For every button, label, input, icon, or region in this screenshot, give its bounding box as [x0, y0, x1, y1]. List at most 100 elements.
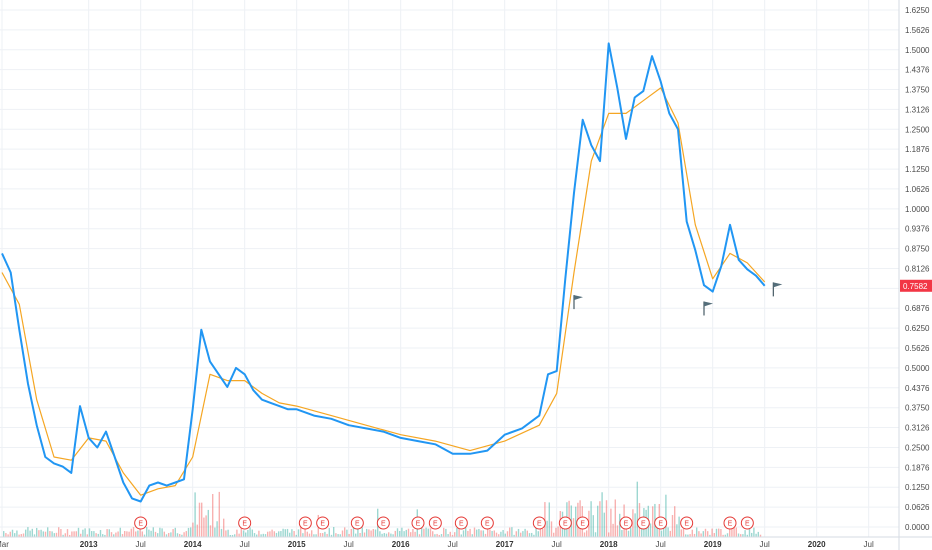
volume-bar [14, 533, 16, 537]
volume-bar [436, 533, 438, 537]
volume-bar [154, 531, 157, 537]
volume-bar [524, 528, 526, 537]
x-tick-label: Jul [448, 540, 458, 549]
volume-bar [161, 528, 163, 537]
volume-bar [209, 525, 212, 537]
y-tick-label: 0.3750 [905, 404, 930, 413]
earnings-event-marker[interactable]: E [480, 516, 494, 530]
volume-bar [550, 521, 553, 537]
volume-bar [531, 532, 533, 537]
earnings-event-marker[interactable]: E [558, 516, 572, 530]
volume-bar [253, 533, 256, 537]
volume-bar [333, 527, 335, 537]
earnings-event-marker[interactable]: E [740, 516, 754, 530]
flag-icon [573, 295, 583, 310]
volume-bar [544, 502, 546, 537]
volume-bar [319, 533, 322, 537]
time-axis[interactable]: Mar 2013 Jul 2014 Jul 2015 Jul 2016 Jul 2017 Jul 20… [0, 540, 874, 549]
volume-bar [55, 532, 58, 537]
volume-bar [306, 531, 308, 537]
flag-cloth [773, 282, 783, 288]
volume-bar [159, 527, 161, 537]
event-label: E [728, 521, 733, 528]
event-label: E [242, 521, 247, 528]
earnings-event-marker[interactable]: E [654, 516, 668, 530]
volume-bar [51, 531, 53, 537]
volume-bar [636, 481, 638, 537]
volume-bar [49, 531, 51, 537]
volume-bar [385, 533, 388, 537]
volume-bar [454, 532, 456, 537]
earnings-event-marker[interactable]: E [619, 516, 633, 530]
earnings-event-marker[interactable]: E [376, 516, 390, 530]
volume-bar [735, 527, 737, 537]
earnings-event-marker[interactable]: E [411, 516, 425, 530]
x-tick-label: Mar [0, 540, 9, 549]
volume-bar [168, 532, 170, 537]
volume-bar [555, 527, 557, 537]
volume-bar [542, 528, 544, 537]
volume-bar [220, 528, 223, 537]
earnings-event-marker[interactable]: E [680, 516, 694, 530]
earnings-event-marker[interactable]: E [454, 516, 468, 530]
volume-bar [245, 532, 247, 537]
volume-bar [572, 518, 575, 537]
event-circle [680, 516, 694, 530]
series-lines [1, 42, 766, 503]
event-label: E [537, 521, 542, 528]
volume-bar [458, 527, 460, 537]
volume-bar [179, 533, 181, 537]
volume-bar [689, 534, 691, 537]
earnings-event-marker[interactable]: E [298, 516, 312, 530]
volume-bar [366, 528, 368, 537]
volume-bar [412, 528, 414, 537]
volume-bar [583, 532, 586, 537]
volume-bar [630, 527, 632, 537]
price-axis[interactable]: 1.6250 1.5626 1.5000 1.4376 1.3750 1.3126 1.25… [905, 6, 930, 532]
y-tick-label: 0.6876 [905, 304, 930, 313]
volume-bar [471, 534, 473, 537]
earnings-event-marker[interactable]: E [636, 516, 650, 530]
volume-bar [172, 529, 174, 537]
volume-bar [64, 533, 66, 537]
earnings-event-marker[interactable]: E [428, 516, 442, 530]
earnings-event-marker[interactable]: E [350, 516, 364, 530]
volume-bar [718, 528, 720, 537]
volume-bar [500, 531, 502, 537]
volume-bar [335, 533, 337, 537]
volume-bar [363, 532, 366, 537]
price-line [1, 42, 766, 503]
volume-bar [280, 531, 282, 537]
volume-bar [482, 530, 484, 537]
volume-bar [704, 528, 707, 537]
volume-bar [11, 529, 14, 537]
earnings-event-marker[interactable]: E [532, 516, 546, 530]
volume-bar [264, 534, 267, 537]
earnings-event-marker[interactable]: E [134, 516, 148, 530]
earnings-event-marker[interactable]: E [316, 516, 330, 530]
volume-bar [80, 533, 82, 537]
volume-bar [445, 528, 447, 537]
volume-bar [546, 520, 548, 537]
volume-bar [170, 532, 172, 537]
event-circle [298, 516, 312, 530]
volume-bar [40, 529, 42, 537]
volume-bar [240, 527, 242, 537]
volume-bar [383, 533, 385, 537]
volume-bar [108, 529, 110, 537]
earnings-event-marker[interactable]: E [576, 516, 590, 530]
volume-bar [553, 532, 555, 537]
volume-bar [390, 533, 392, 537]
volume-bar [641, 524, 643, 537]
volume-bar [674, 506, 676, 537]
volume-bar [355, 533, 357, 537]
earnings-event-marker[interactable]: E [238, 516, 252, 530]
volume-bar [176, 533, 179, 537]
volume-bar [93, 531, 95, 537]
volume-bar [440, 534, 443, 537]
volume-bar [77, 527, 80, 537]
volume-bar [47, 527, 49, 537]
earnings-event-marker[interactable]: E [723, 516, 737, 530]
